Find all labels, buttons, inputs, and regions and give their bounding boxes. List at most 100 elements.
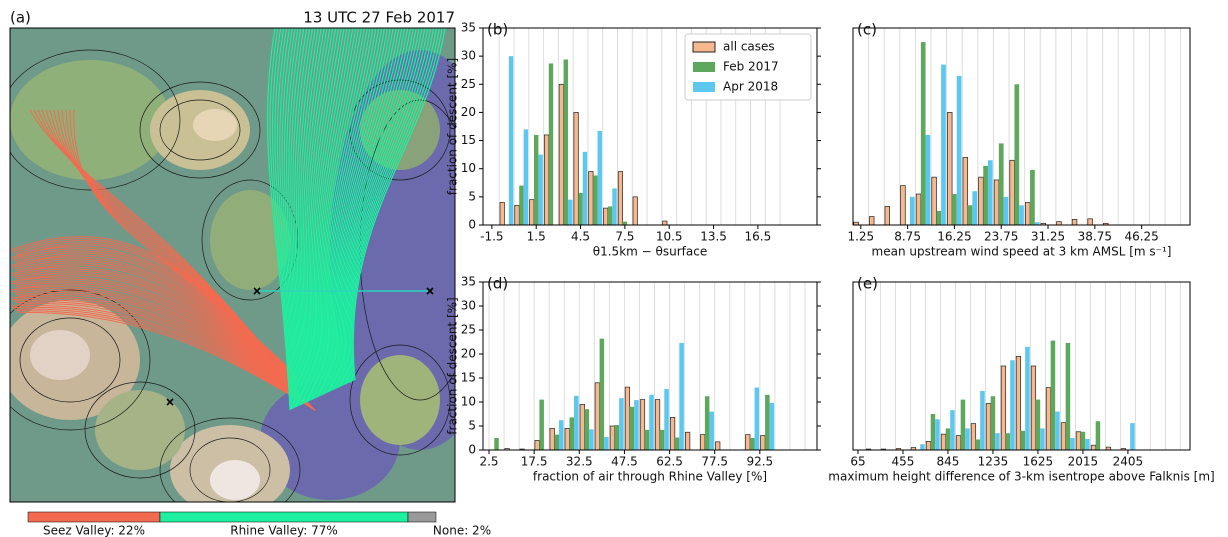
bar [664,389,669,450]
bar [539,400,544,450]
bar [936,211,941,225]
x-axis-label: maximum height difference of 3-km isentr… [828,470,1214,484]
bar [604,437,609,450]
legend-label: Feb 2017 [723,60,779,74]
bar [1130,423,1134,450]
bar [1088,219,1093,225]
bar [1091,445,1095,450]
bar [612,188,616,225]
bar [979,177,984,225]
bar [1081,432,1085,450]
y-tick-label: 0 [468,443,476,457]
colorbar-label: None: 2% [433,524,491,537]
x-tick-label: 62.5 [656,455,683,469]
x-tick-label: 1625 [1023,455,1054,469]
bar [885,206,890,225]
x-tick-label: 77.5 [701,455,728,469]
x-tick-label: 4.5 [571,230,590,244]
bar [524,129,528,225]
bar [999,143,1004,225]
bar [1025,202,1030,225]
bar [530,200,534,225]
x-tick-label: 13.5 [700,230,727,244]
bar [765,395,770,450]
bar [610,426,615,450]
bar [559,84,563,225]
bar [921,42,926,225]
x-axis-label: θ1.5km − θsurface [593,245,707,259]
bar [986,403,990,450]
y-tick-label: 30 [461,299,476,313]
bar [568,200,572,225]
y-tick-label: 5 [468,419,476,433]
chart-panel: 654558451235162520152405(e)maximum heigh… [828,275,1214,484]
bar [935,419,939,450]
bar [589,172,593,225]
bar [494,438,499,450]
bar [640,400,645,450]
y-axis-label: fraction of descent [%] [446,58,460,195]
y-tick-label: 15 [461,371,476,385]
bar [1046,388,1050,450]
y-tick-label: 20 [461,105,476,119]
bar [950,410,954,450]
bar [972,191,977,225]
bar [559,420,564,450]
bar [595,383,600,450]
bar [947,112,952,225]
bar [625,387,630,450]
bar [983,166,988,225]
bar [619,398,624,450]
y-tick-label: 25 [461,77,476,91]
bar [515,205,519,225]
bar [663,221,667,225]
bar [941,434,945,450]
x-tick-label: 16.5 [745,230,772,244]
bar [600,339,605,450]
bar [1040,428,1044,450]
bar [634,400,639,450]
bar [1025,347,1029,450]
x-tick-label: 47.5 [611,455,638,469]
bar [1031,366,1035,450]
bar [709,412,714,450]
y-tick-label: 25 [461,323,476,337]
x-tick-label: 2.5 [479,455,498,469]
bar [957,76,962,225]
bar [649,395,654,450]
colorbar-segment [28,512,160,522]
x-tick-label: 46.25 [1124,230,1158,244]
colorbar-segment [160,512,408,522]
legend-swatch [693,42,715,52]
bar [574,396,579,450]
y-tick-label: 20 [461,347,476,361]
bar [615,425,620,450]
panel-label: (b) [487,21,508,39]
bar [603,208,607,225]
bar [1019,205,1024,225]
bar [920,444,924,450]
x-tick-label: 32.5 [566,455,593,469]
bar [675,438,680,450]
bar [988,160,993,225]
bar [593,175,597,225]
legend-label: all cases [723,40,775,54]
legend-swatch [693,82,715,92]
bar [1010,360,1014,450]
bar [633,197,637,225]
bar [623,222,627,225]
bar [564,60,568,225]
bar [715,442,720,450]
bar [1051,341,1055,450]
y-tick-label: 5 [468,189,476,203]
y-tick-label: 0 [468,218,476,232]
bar [1076,432,1080,450]
bar [1061,423,1065,450]
panel-label: (a) [10,9,31,27]
bar [550,428,555,450]
bar [1066,343,1070,450]
bar [746,435,751,450]
bar [750,438,755,450]
x-tick-label: 455 [892,455,915,469]
bar [534,135,538,225]
